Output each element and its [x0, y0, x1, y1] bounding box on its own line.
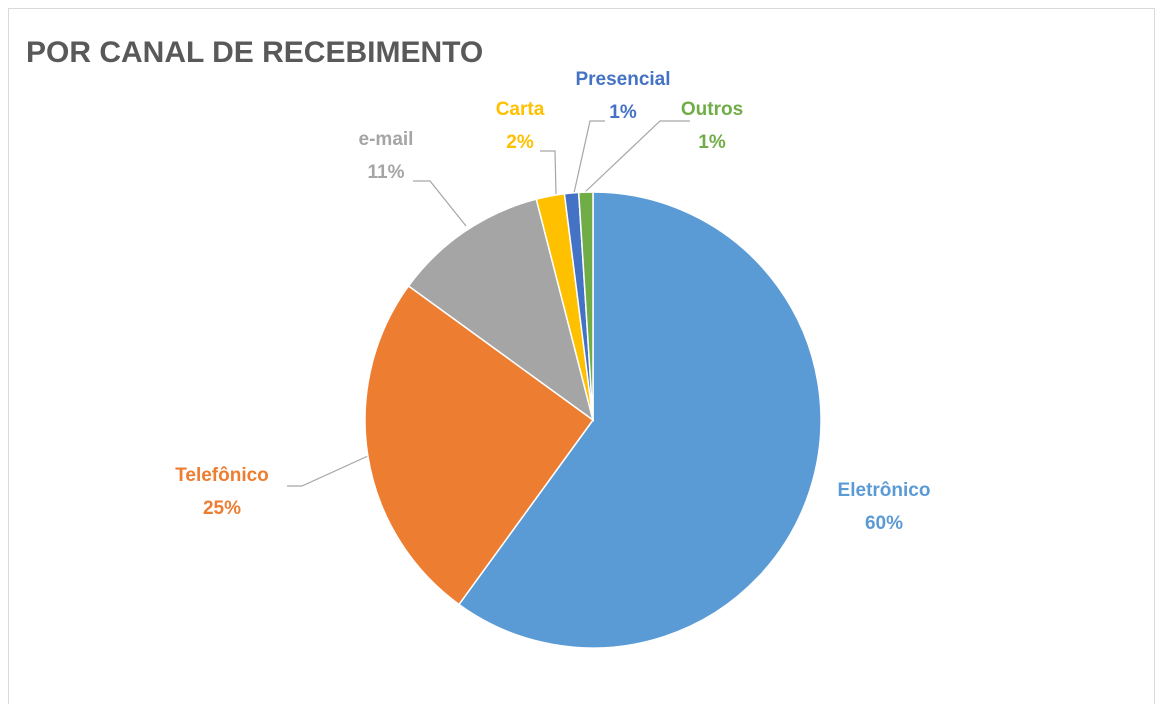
pie-slice: [364, 284, 595, 606]
slice-value-label: 11%: [368, 162, 405, 183]
slice-value-label: 60%: [865, 513, 903, 534]
leader-line: [540, 150, 557, 195]
chart-title: POR CANAL DE RECEBIMENTO: [26, 36, 483, 69]
slice-label: Telefônico: [175, 465, 269, 486]
leader-line: [287, 455, 369, 487]
slice-label: Presencial: [575, 69, 670, 90]
slice-value-label: 1%: [609, 102, 637, 123]
slice-label: Outros: [681, 99, 743, 120]
pie-slice: [407, 198, 595, 422]
leader-line: [573, 120, 605, 194]
pie-slice: [577, 191, 594, 421]
slice-value-label: 25%: [203, 498, 241, 519]
slice-label: Carta: [496, 99, 545, 120]
leader-lines: [287, 120, 690, 487]
leader-line: [583, 120, 690, 194]
pie-slice: [457, 191, 822, 649]
slice-value-label: 1%: [698, 132, 726, 153]
slice-label: Eletrônico: [838, 480, 931, 501]
slice-value-label: 2%: [506, 132, 534, 153]
slice-label: e-mail: [359, 129, 414, 150]
leader-line: [413, 180, 467, 227]
